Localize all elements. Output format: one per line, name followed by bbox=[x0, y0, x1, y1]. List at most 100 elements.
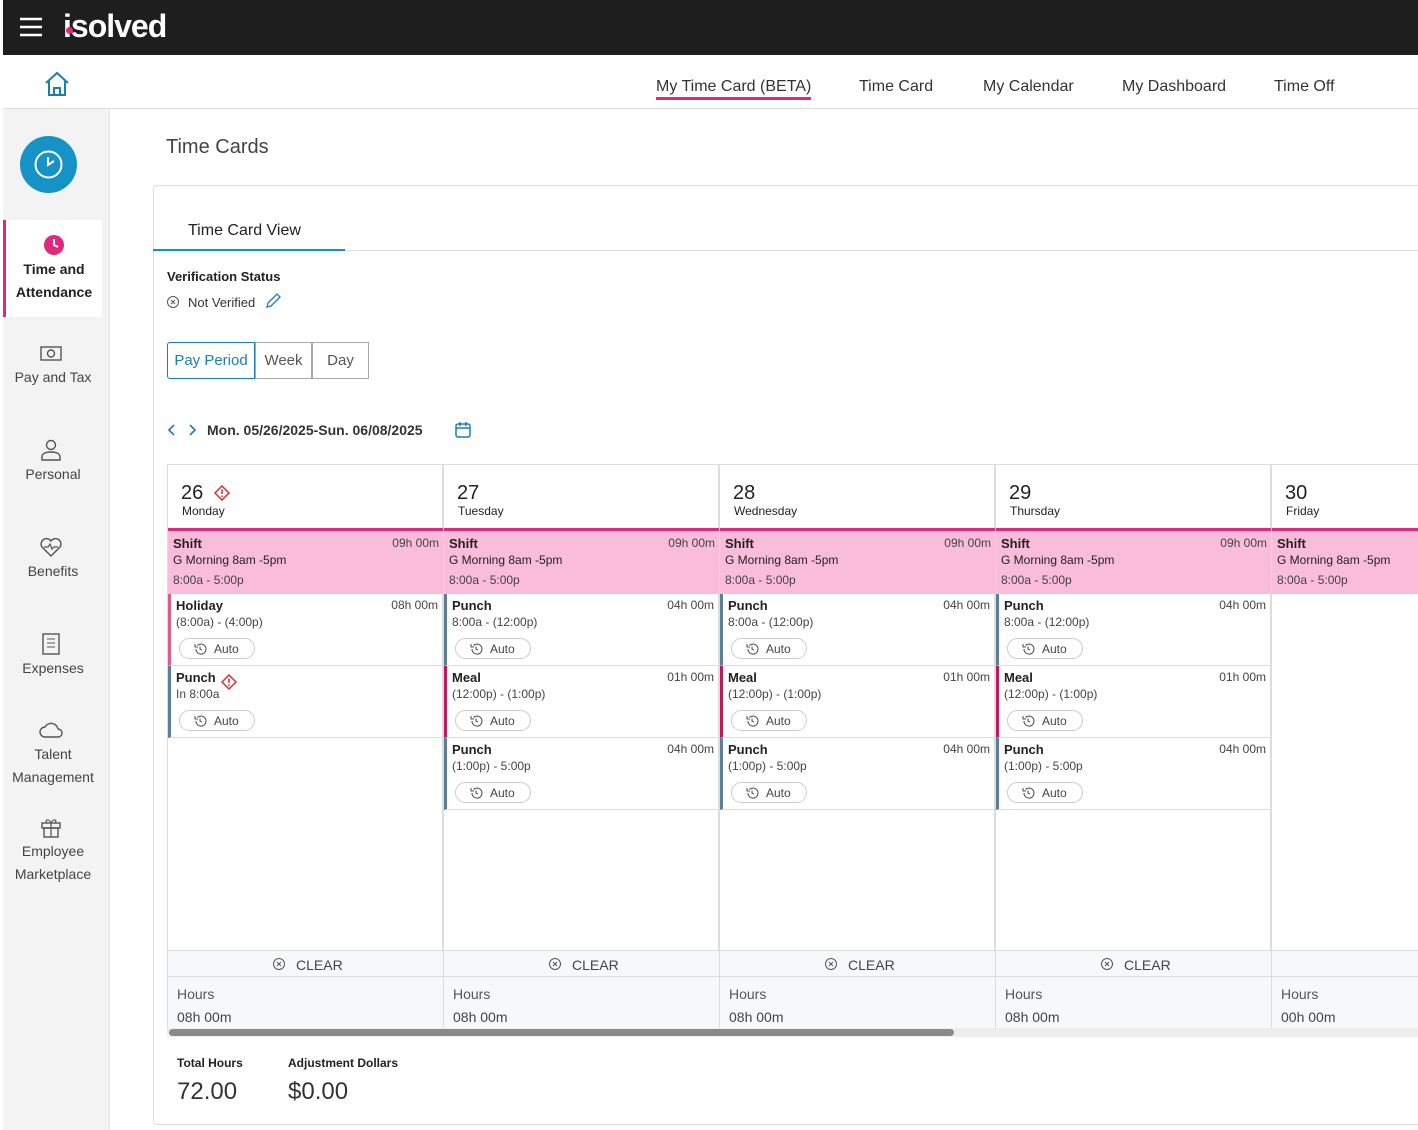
entry-type: Punch bbox=[1004, 742, 1044, 757]
day-column: 29 Thursday Shift 09h 00m G Morning 8am -5pm… bbox=[995, 464, 1272, 1029]
entry-duration: 01h 00m bbox=[1219, 670, 1266, 684]
entry-type: Shift bbox=[1277, 536, 1306, 551]
entry-block[interactable]: Punch 04h 00m 8:00a - (12:00p) Auto bbox=[996, 594, 1270, 666]
entry-block[interactable]: Holiday 08h 00m (8:00a) - (4:00p) Auto bbox=[168, 594, 442, 666]
nav-tab[interactable]: My Dashboard bbox=[1122, 78, 1227, 95]
sidebar-item[interactable]: Benefits bbox=[27, 563, 79, 579]
view-button[interactable]: Pay Period bbox=[167, 342, 255, 379]
hours-label: Hours bbox=[177, 986, 215, 1002]
entry-time: (1:00p) - 5:00p bbox=[452, 759, 531, 773]
entry-type: Shift bbox=[449, 536, 478, 551]
nav-tab[interactable]: Time Card bbox=[859, 78, 934, 95]
entry-block[interactable]: Meal 01h 00m (12:00p) - (1:00p) Auto bbox=[996, 666, 1270, 738]
entry-time: (12:00p) - (1:00p) bbox=[1004, 687, 1098, 701]
day-weekday: Friday bbox=[1286, 504, 1320, 518]
sidebar-item[interactable]: Expenses bbox=[22, 660, 84, 676]
nav-tab[interactable]: Time Off bbox=[1274, 78, 1335, 95]
entry-block[interactable]: Meal 01h 00m (12:00p) - (1:00p) Auto bbox=[444, 666, 718, 738]
source-pill[interactable]: Auto bbox=[731, 782, 807, 803]
source-pill[interactable]: Auto bbox=[455, 638, 531, 659]
sidebar-icon bbox=[44, 235, 64, 255]
footer-rule bbox=[444, 976, 720, 977]
day-weekday: Monday bbox=[182, 504, 225, 518]
x-icon bbox=[273, 958, 285, 970]
entry-block[interactable]: Punch In 8:00a Auto bbox=[168, 666, 442, 738]
scroll-thumb[interactable] bbox=[169, 1029, 954, 1036]
entry-time: 8:00a - 5:00p bbox=[173, 573, 244, 587]
history-icon bbox=[1022, 715, 1035, 727]
clear-button[interactable]: CLEAR bbox=[296, 957, 343, 973]
entry-detail: G Morning 8am -5pm bbox=[1277, 553, 1391, 567]
clear-button[interactable]: CLEAR bbox=[572, 957, 619, 973]
nav-tab[interactable]: My Time Card (BETA) bbox=[656, 78, 812, 100]
home-icon[interactable] bbox=[43, 70, 71, 98]
entry-type: Shift bbox=[1001, 536, 1030, 551]
view-button[interactable]: Week bbox=[255, 342, 312, 379]
adjust-value: $0.00 bbox=[288, 1078, 349, 1105]
day-column: 26 Monday Shift 09h 00m G Morning 8am -5pm 8:… bbox=[167, 464, 444, 1029]
history-icon bbox=[746, 643, 759, 655]
entry-time: (8:00a) - (4:00p) bbox=[176, 615, 263, 629]
source-pill[interactable]: Auto bbox=[1007, 710, 1083, 731]
source-pill[interactable]: Auto bbox=[455, 782, 531, 803]
view-button[interactable]: Day bbox=[312, 342, 369, 379]
sidebar-icon bbox=[40, 537, 62, 557]
clear-button[interactable]: CLEAR bbox=[848, 957, 895, 973]
footer-rule bbox=[996, 976, 1272, 977]
entry-duration: 04h 00m bbox=[667, 598, 714, 612]
warning-icon bbox=[221, 674, 237, 690]
entry-type: Punch bbox=[728, 598, 768, 613]
calendar-icon[interactable] bbox=[454, 420, 472, 439]
clock-button[interactable] bbox=[20, 136, 77, 193]
source-pill[interactable]: Auto bbox=[455, 710, 531, 731]
clear-button[interactable]: CLEAR bbox=[1124, 957, 1171, 973]
day-weekday: Wednesday bbox=[734, 504, 798, 518]
entry-duration: 09h 00m bbox=[1220, 536, 1267, 550]
entry-type: Punch bbox=[176, 670, 216, 685]
entry-block[interactable]: Punch 04h 00m 8:00a - (12:00p) Auto bbox=[720, 594, 994, 666]
sidebar-item[interactable]: Employee Marketplace bbox=[14, 843, 92, 882]
history-icon bbox=[194, 715, 207, 727]
tab[interactable]: Time Card View bbox=[188, 222, 301, 239]
nav-tab[interactable]: My Calendar bbox=[983, 78, 1074, 95]
day-weekday: Thursday bbox=[1010, 504, 1061, 518]
entry-type: Shift bbox=[173, 536, 202, 551]
nav-bar bbox=[3, 55, 1418, 109]
logo[interactable]: isolved bbox=[63, 8, 167, 44]
hours-label: Hours bbox=[1005, 986, 1043, 1002]
entry-time: 8:00a - 5:00p bbox=[449, 573, 520, 587]
entry-time: In 8:00a bbox=[176, 687, 220, 701]
hours-value: 08h 00m bbox=[177, 1009, 232, 1025]
menu-icon[interactable] bbox=[18, 16, 44, 38]
day-columns: 26 Monday Shift 09h 00m G Morning 8am -5pm 8:… bbox=[167, 464, 1418, 1039]
sidebar-item[interactable]: Time and Attendance bbox=[15, 261, 93, 300]
entry-block[interactable]: Punch 04h 00m (1:00p) - 5:00p Auto bbox=[720, 738, 994, 810]
header-rule bbox=[1272, 528, 1418, 531]
sidebar-item[interactable]: Talent Management bbox=[12, 746, 94, 785]
source-pill[interactable]: Auto bbox=[179, 638, 255, 659]
entry-block[interactable]: Punch 04h 00m (1:00p) - 5:00p Auto bbox=[996, 738, 1270, 810]
sidebar-item[interactable]: Personal bbox=[25, 466, 81, 482]
source-pill[interactable]: Auto bbox=[1007, 782, 1083, 803]
sidebar-item[interactable]: Pay and Tax bbox=[14, 369, 92, 385]
source-pill[interactable]: Auto bbox=[179, 710, 255, 731]
entry-type: Meal bbox=[1004, 670, 1033, 685]
period-arrows[interactable] bbox=[164, 422, 200, 438]
entry-block[interactable]: Punch 04h 00m (1:00p) - 5:00p Auto bbox=[444, 738, 718, 810]
source-pill[interactable]: Auto bbox=[731, 638, 807, 659]
entry-block[interactable]: Punch 04h 00m 8:00a - (12:00p) Auto bbox=[444, 594, 718, 666]
history-icon bbox=[746, 715, 759, 727]
x-icon bbox=[167, 296, 179, 308]
x-icon bbox=[1101, 958, 1113, 970]
entry-block[interactable]: Meal 01h 00m (12:00p) - (1:00p) Auto bbox=[720, 666, 994, 738]
hours-label: Hours bbox=[729, 986, 767, 1002]
source-pill[interactable]: Auto bbox=[731, 710, 807, 731]
hours-value: 08h 00m bbox=[453, 1009, 508, 1025]
day-column: 27 Tuesday Shift 09h 00m G Morning 8am -5pm 8… bbox=[443, 464, 720, 1029]
edit-icon[interactable] bbox=[264, 292, 282, 310]
source-pill[interactable]: Auto bbox=[1007, 638, 1083, 659]
footer-rule bbox=[720, 976, 996, 977]
entry-duration: 01h 00m bbox=[943, 670, 990, 684]
entry-time: (1:00p) - 5:00p bbox=[1004, 759, 1083, 773]
entry-duration: 04h 00m bbox=[943, 742, 990, 756]
